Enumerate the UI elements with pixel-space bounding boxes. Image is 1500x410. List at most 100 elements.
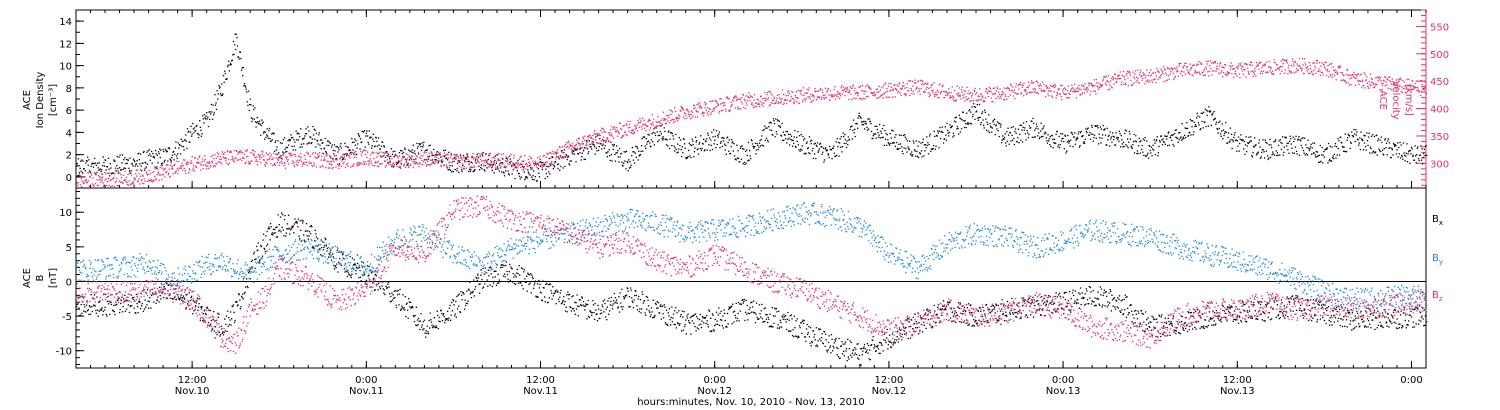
- velocity-series-point: [544, 162, 546, 164]
- density-series-point: [463, 168, 465, 170]
- density-series-point: [1315, 150, 1317, 153]
- density-series-point: [687, 156, 689, 158]
- velocity-series-point: [574, 147, 576, 149]
- density-series-point: [859, 115, 861, 117]
- velocity-series-point: [211, 160, 213, 163]
- density-series-point: [1304, 154, 1306, 156]
- velocity-series-point: [849, 90, 851, 92]
- velocity-series-point: [141, 182, 143, 184]
- density-series-point: [884, 138, 887, 140]
- velocity-series-point: [841, 85, 843, 87]
- velocity-series-point: [353, 163, 355, 165]
- velocity-series-point: [757, 99, 759, 101]
- velocity-series-point: [417, 163, 419, 165]
- velocity-series-point: [547, 153, 549, 155]
- velocity-series-point: [1349, 78, 1351, 80]
- density-series-point: [1030, 127, 1032, 129]
- density-series-point: [1298, 154, 1301, 156]
- velocity-series-point: [289, 155, 292, 157]
- density-series-point: [1237, 145, 1239, 147]
- velocity-series-point: [691, 111, 694, 113]
- density-series-point: [1172, 143, 1174, 146]
- density-series-point: [693, 156, 695, 158]
- velocity-series-point: [109, 180, 111, 182]
- velocity-series-point: [913, 93, 915, 95]
- velocity-series-point: [786, 99, 788, 101]
- velocity-series-point: [96, 179, 98, 181]
- velocity-series-point: [1148, 81, 1150, 83]
- density-series-point: [679, 144, 681, 147]
- velocity-series-point: [187, 161, 189, 163]
- density-series-point: [213, 112, 215, 114]
- density-series-point: [623, 162, 625, 164]
- velocity-series-point: [594, 133, 596, 136]
- velocity-series-point: [443, 152, 445, 154]
- velocity-series-point: [1030, 82, 1032, 84]
- density-series-point: [451, 171, 453, 173]
- velocity-series-point: [1077, 87, 1079, 89]
- density-series-point: [1227, 136, 1229, 139]
- density-series-point: [168, 148, 171, 150]
- velocity-series-point: [661, 123, 663, 125]
- density-series-point: [951, 125, 953, 127]
- velocity-series-point: [1081, 92, 1084, 94]
- density-series-point: [164, 148, 167, 150]
- density-series-point: [417, 145, 419, 148]
- velocity-series-point: [161, 178, 163, 181]
- density-series-point: [1071, 132, 1073, 134]
- density-series-point: [1129, 138, 1132, 140]
- density-series-point: [937, 130, 939, 132]
- density-series-point: [1127, 147, 1129, 149]
- density-series-point: [93, 163, 95, 165]
- velocity-series-point: [972, 100, 975, 102]
- velocity-series-point: [988, 90, 990, 93]
- velocity-series-point: [813, 96, 815, 98]
- velocity-series-point: [412, 161, 414, 163]
- velocity-series-point: [356, 165, 358, 167]
- velocity-series-point: [595, 139, 597, 141]
- density-series-point: [888, 143, 890, 145]
- density-series-point: [917, 145, 919, 147]
- velocity-series-point: [471, 162, 474, 164]
- density-series-point: [565, 154, 567, 156]
- density-series-point: [1202, 127, 1204, 129]
- velocity-series-point: [303, 161, 305, 163]
- density-series-point: [1344, 150, 1346, 153]
- density-series-point: [739, 147, 741, 149]
- velocity-series-point: [128, 180, 130, 182]
- density-series-point: [368, 130, 370, 132]
- density-series-point: [1377, 138, 1380, 140]
- velocity-series-point: [1344, 81, 1347, 83]
- density-series-point: [1390, 156, 1392, 159]
- density-series-point: [899, 143, 902, 145]
- density-series-point: [533, 170, 535, 172]
- density-series-point: [891, 129, 893, 131]
- density-series-point: [886, 144, 888, 146]
- density-series-point: [1384, 138, 1387, 140]
- velocity-series-point: [946, 93, 948, 95]
- density-series-point: [516, 170, 518, 172]
- density-series-point: [579, 152, 581, 154]
- density-series-point: [310, 142, 312, 145]
- velocity-series-point: [1349, 75, 1352, 77]
- velocity-series-point: [1239, 77, 1241, 79]
- velocity-series-point: [328, 163, 330, 165]
- density-series-point: [1153, 139, 1155, 141]
- velocity-series-point: [298, 155, 300, 157]
- velocity-series-point: [509, 155, 511, 157]
- density-series-point: [373, 140, 375, 142]
- density-series-point: [1404, 160, 1406, 162]
- velocity-series-point: [230, 151, 232, 153]
- density-series-point: [1415, 162, 1417, 164]
- density-series-point: [1337, 147, 1339, 150]
- velocity-series-point: [125, 180, 127, 183]
- density-series-point: [120, 169, 122, 171]
- density-series-point: [574, 149, 577, 151]
- density-series-point: [647, 140, 650, 142]
- velocity-series-point: [488, 153, 490, 155]
- velocity-series-point: [1096, 85, 1098, 87]
- velocity-series-point: [1263, 65, 1265, 67]
- density-series-point: [139, 163, 141, 165]
- density-series-point: [512, 169, 514, 171]
- density-series-point: [724, 143, 726, 145]
